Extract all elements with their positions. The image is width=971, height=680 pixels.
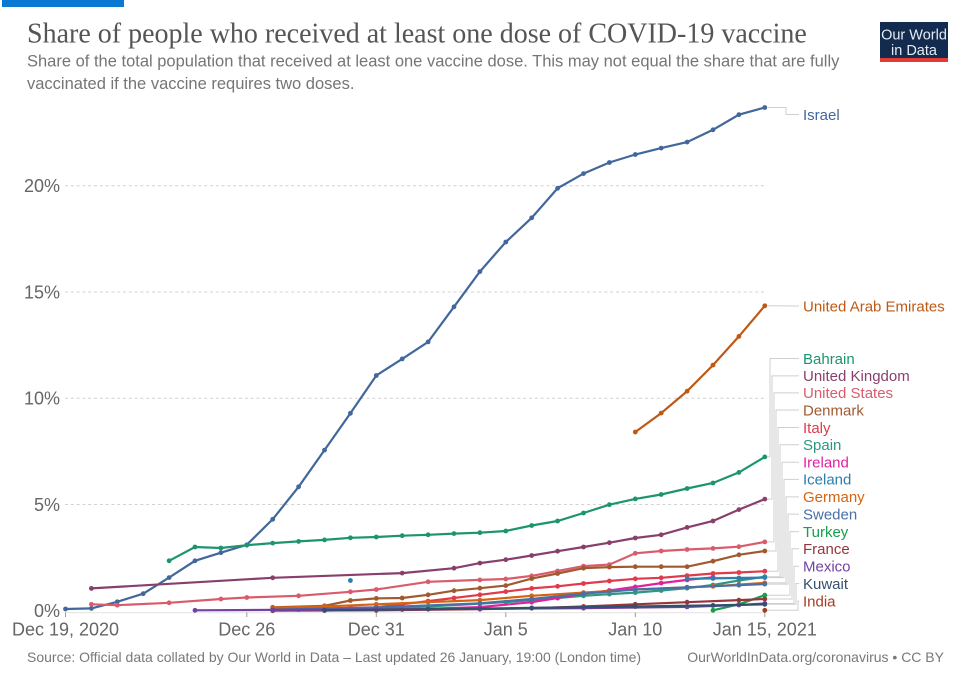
svg-text:Our World: Our World [881, 28, 947, 44]
svg-text:United Arab Emirates: United Arab Emirates [803, 298, 945, 315]
svg-text:Jan 10: Jan 10 [608, 620, 662, 640]
svg-text:Source: Official data collated: Source: Official data collated by Our Wo… [27, 649, 641, 665]
svg-text:Turkey: Turkey [803, 524, 849, 541]
svg-text:Ireland: Ireland [803, 455, 849, 472]
svg-text:Spain: Spain [803, 437, 841, 454]
svg-text:Italy: Italy [803, 420, 831, 437]
svg-text:Dec 31: Dec 31 [348, 620, 405, 640]
svg-text:Kuwait: Kuwait [803, 576, 849, 593]
svg-text:Jan 5: Jan 5 [484, 620, 528, 640]
svg-text:10%: 10% [24, 389, 60, 409]
svg-text:United Kingdom: United Kingdom [803, 368, 910, 385]
svg-text:Israel: Israel [803, 107, 840, 124]
svg-text:Share of people who received a: Share of people who received at least on… [27, 19, 807, 50]
svg-text:Share of the total population: Share of the total population that recei… [27, 53, 840, 71]
svg-text:Denmark: Denmark [803, 402, 864, 419]
svg-text:20%: 20% [24, 176, 60, 196]
svg-text:Bahrain: Bahrain [803, 351, 855, 368]
svg-text:Jan 15, 2021: Jan 15, 2021 [713, 620, 817, 640]
svg-text:United States: United States [803, 385, 893, 402]
svg-text:Dec 26: Dec 26 [218, 620, 275, 640]
svg-text:vaccinated if the vaccine requ: vaccinated if the vaccine requires two d… [27, 75, 354, 93]
svg-text:Iceland: Iceland [803, 472, 851, 489]
svg-text:5%: 5% [34, 495, 60, 515]
svg-text:Dec 19, 2020: Dec 19, 2020 [12, 620, 119, 640]
svg-text:Mexico: Mexico [803, 559, 851, 576]
svg-text:Germany: Germany [803, 489, 865, 506]
svg-text:0%: 0% [34, 601, 60, 621]
svg-text:in Data: in Data [891, 43, 938, 59]
svg-text:OurWorldInData.org/coronavirus: OurWorldInData.org/coronavirus • CC BY [687, 649, 944, 665]
svg-text:Sweden: Sweden [803, 506, 857, 523]
svg-text:India: India [803, 594, 836, 611]
svg-text:15%: 15% [24, 282, 60, 302]
svg-text:France: France [803, 541, 850, 558]
